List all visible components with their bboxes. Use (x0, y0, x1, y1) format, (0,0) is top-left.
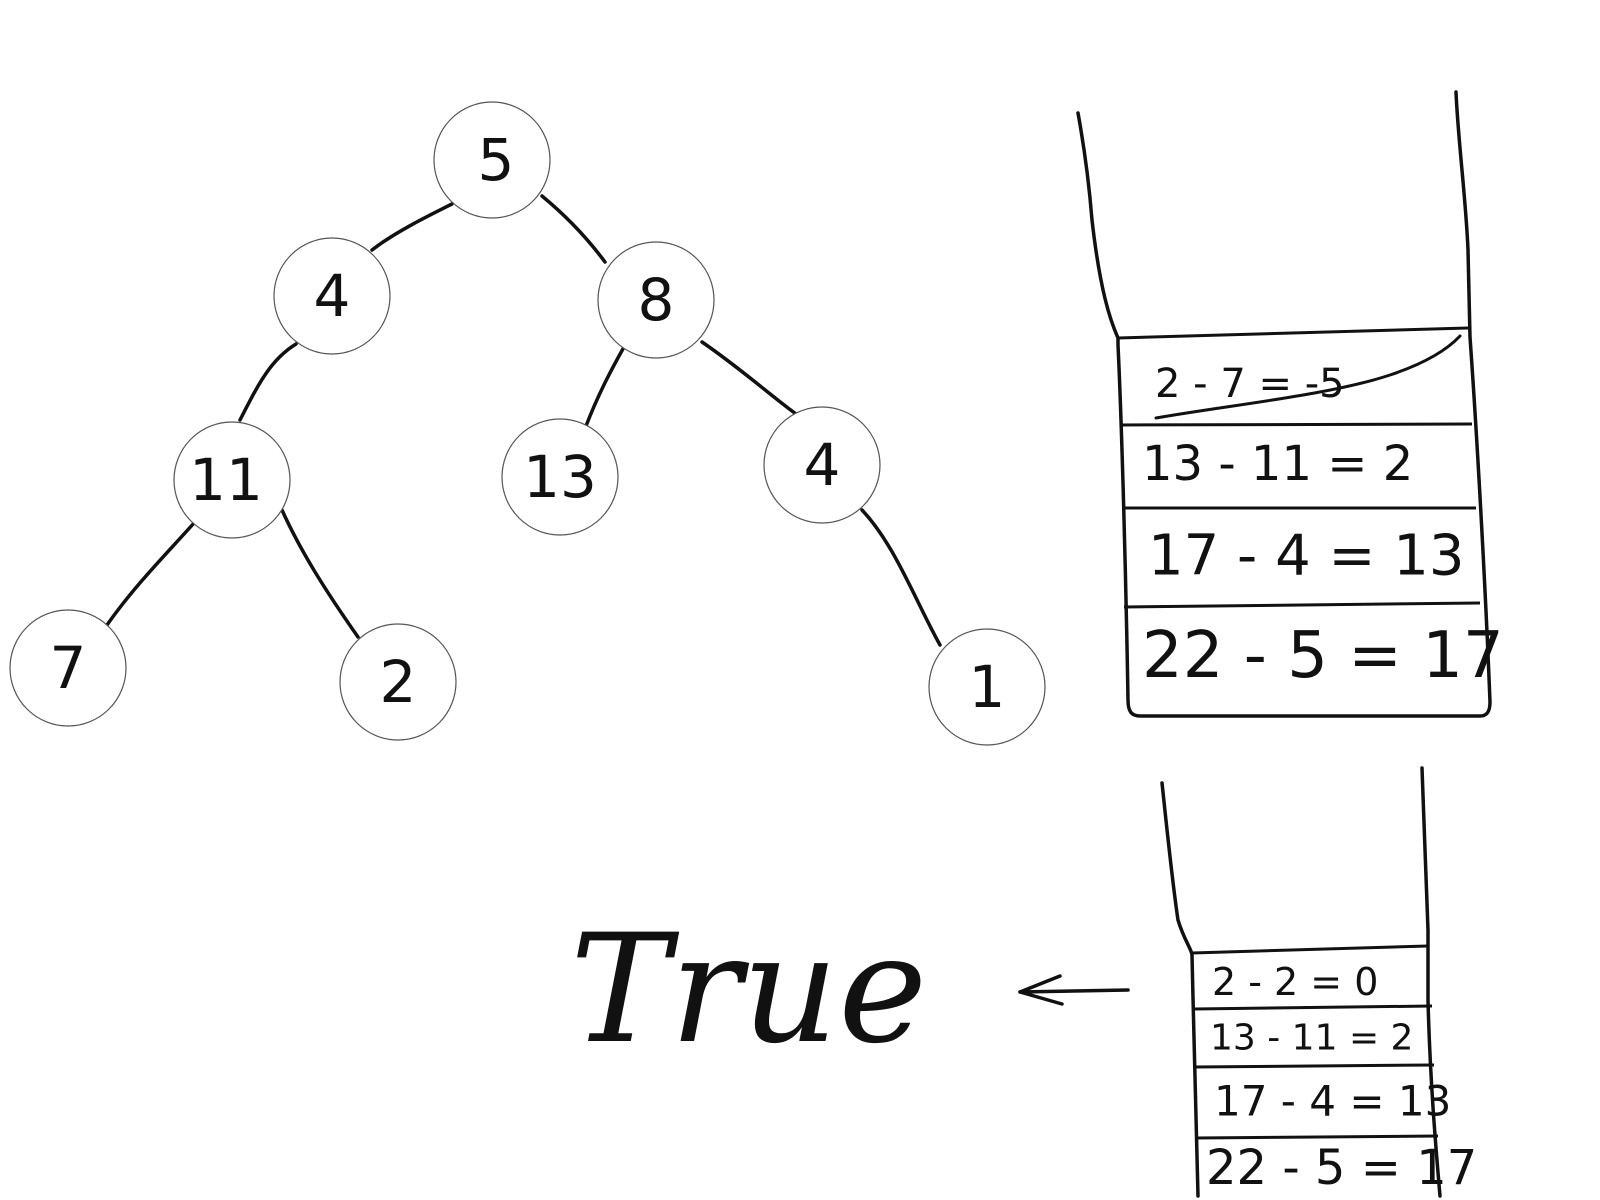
stack-left-wall (1160, 781, 1200, 1198)
stack-left-wall (1076, 90, 1492, 718)
stack-row-divider (1117, 326, 1469, 340)
node-label: 5 (478, 126, 515, 194)
stack-entry: 22 - 5 = 17 (1206, 1140, 1477, 1196)
stack-entry: 13 - 11 = 2 (1142, 436, 1413, 492)
node-label: 1 (969, 653, 1006, 721)
tree-node: 2 (339, 623, 457, 741)
stack-row-divider (1194, 1063, 1435, 1069)
stack-row-divider (1119, 422, 1473, 427)
tree-node: 11 (173, 421, 291, 539)
stack-1: 2 - 7 = -5 13 - 11 = 2 17 - 4 = 13 22 - … (1076, 90, 1504, 718)
stack-2: 2 - 2 = 0 13 - 11 = 2 17 - 4 = 13 22 - 5… (1160, 766, 1477, 1198)
tree-edge (584, 345, 626, 428)
stack-entry: 17 - 4 = 13 (1148, 524, 1464, 589)
tree-edge (860, 508, 942, 647)
node-label: 4 (804, 431, 841, 499)
node-label: 11 (189, 446, 263, 514)
stack-row-divider (1191, 944, 1429, 955)
tree-edge (238, 342, 298, 422)
tree-edge (105, 521, 196, 627)
result-text: True (570, 903, 927, 1077)
tree-edge (700, 340, 798, 416)
stack-entry: 13 - 11 = 2 (1210, 1018, 1413, 1059)
node-label: 7 (50, 634, 87, 702)
tree-edge (540, 194, 607, 264)
tree-edges (105, 194, 942, 647)
tree-node: 13 (501, 418, 619, 536)
tree-node: 1 (928, 628, 1046, 746)
tree-node: 4 (763, 406, 881, 524)
tree-edge (370, 202, 454, 252)
left-arrow-icon (1018, 974, 1130, 1006)
node-label: 8 (638, 266, 675, 334)
stack-row-divider (1123, 601, 1481, 609)
tree-node: 5 (433, 101, 551, 219)
strike-through (1154, 334, 1462, 420)
tree-node: 4 (273, 237, 391, 355)
tree-node: 8 (597, 241, 715, 359)
stack-entry: 2 - 2 = 0 (1212, 960, 1378, 1004)
node-label: 4 (314, 262, 351, 330)
tree-nodes: 5 4 8 11 13 4 7 2 (9, 101, 1046, 746)
node-label: 13 (523, 443, 597, 511)
stack-entry: 22 - 5 = 17 (1142, 619, 1504, 693)
stack-row-divider (1193, 1004, 1433, 1011)
node-label: 2 (380, 648, 417, 716)
stack-entry: 17 - 4 = 13 (1214, 1077, 1451, 1126)
stack-row-divider (1195, 1134, 1439, 1140)
stack-right-wall (1420, 766, 1442, 1198)
tree-node: 7 (9, 609, 127, 727)
tree-edge (280, 508, 360, 639)
stack-entry: 2 - 7 = -5 (1155, 361, 1345, 407)
